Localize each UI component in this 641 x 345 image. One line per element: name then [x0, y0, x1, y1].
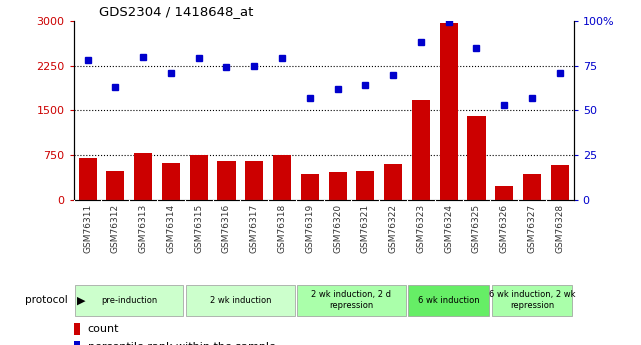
Text: GSM76319: GSM76319 [305, 204, 314, 253]
Bar [523, 174, 541, 200]
Text: GSM76324: GSM76324 [444, 204, 453, 253]
Bar [162, 163, 180, 200]
Text: GSM76315: GSM76315 [194, 204, 203, 253]
Text: GSM76313: GSM76313 [138, 204, 147, 253]
Text: GSM76311: GSM76311 [83, 204, 92, 253]
Text: GSM76318: GSM76318 [278, 204, 287, 253]
Text: GSM76328: GSM76328 [555, 204, 564, 253]
Text: percentile rank within the sample: percentile rank within the sample [88, 342, 276, 345]
Bar [134, 153, 152, 200]
Bar [495, 186, 513, 200]
Bar [217, 161, 235, 200]
Text: GSM76317: GSM76317 [250, 204, 259, 253]
Bar [551, 165, 569, 200]
Text: pre-induction: pre-induction [101, 296, 158, 305]
Bar [74, 341, 80, 345]
Bar [408, 285, 489, 316]
Bar [440, 23, 458, 200]
Text: 6 wk induction, 2 wk
repression: 6 wk induction, 2 wk repression [489, 290, 575, 310]
Bar [74, 323, 80, 335]
Text: GSM76312: GSM76312 [111, 204, 120, 253]
Bar [106, 171, 124, 200]
Text: GSM76316: GSM76316 [222, 204, 231, 253]
Bar [329, 172, 347, 200]
Bar [246, 161, 263, 200]
Text: GSM76326: GSM76326 [500, 204, 509, 253]
Text: GSM76314: GSM76314 [167, 204, 176, 253]
Bar [297, 285, 406, 316]
Bar [492, 285, 572, 316]
Bar [384, 164, 402, 200]
Text: GSM76323: GSM76323 [417, 204, 426, 253]
Text: count: count [88, 325, 119, 334]
Bar [190, 155, 208, 200]
Bar [412, 100, 430, 200]
Text: GSM76320: GSM76320 [333, 204, 342, 253]
Text: 6 wk induction: 6 wk induction [418, 296, 479, 305]
Text: ▶: ▶ [77, 295, 85, 305]
Text: GSM76327: GSM76327 [528, 204, 537, 253]
Text: protocol: protocol [24, 295, 67, 305]
Text: 2 wk induction, 2 d
repression: 2 wk induction, 2 d repression [312, 290, 392, 310]
Text: GSM76321: GSM76321 [361, 204, 370, 253]
Bar [301, 174, 319, 200]
Bar [75, 285, 183, 316]
Bar [467, 116, 485, 200]
Bar [273, 155, 291, 200]
Bar [356, 171, 374, 200]
Bar [186, 285, 294, 316]
Bar [79, 158, 97, 200]
Text: GDS2304 / 1418648_at: GDS2304 / 1418648_at [99, 5, 253, 18]
Text: GSM76325: GSM76325 [472, 204, 481, 253]
Text: GSM76322: GSM76322 [388, 204, 397, 253]
Text: 2 wk induction: 2 wk induction [210, 296, 271, 305]
